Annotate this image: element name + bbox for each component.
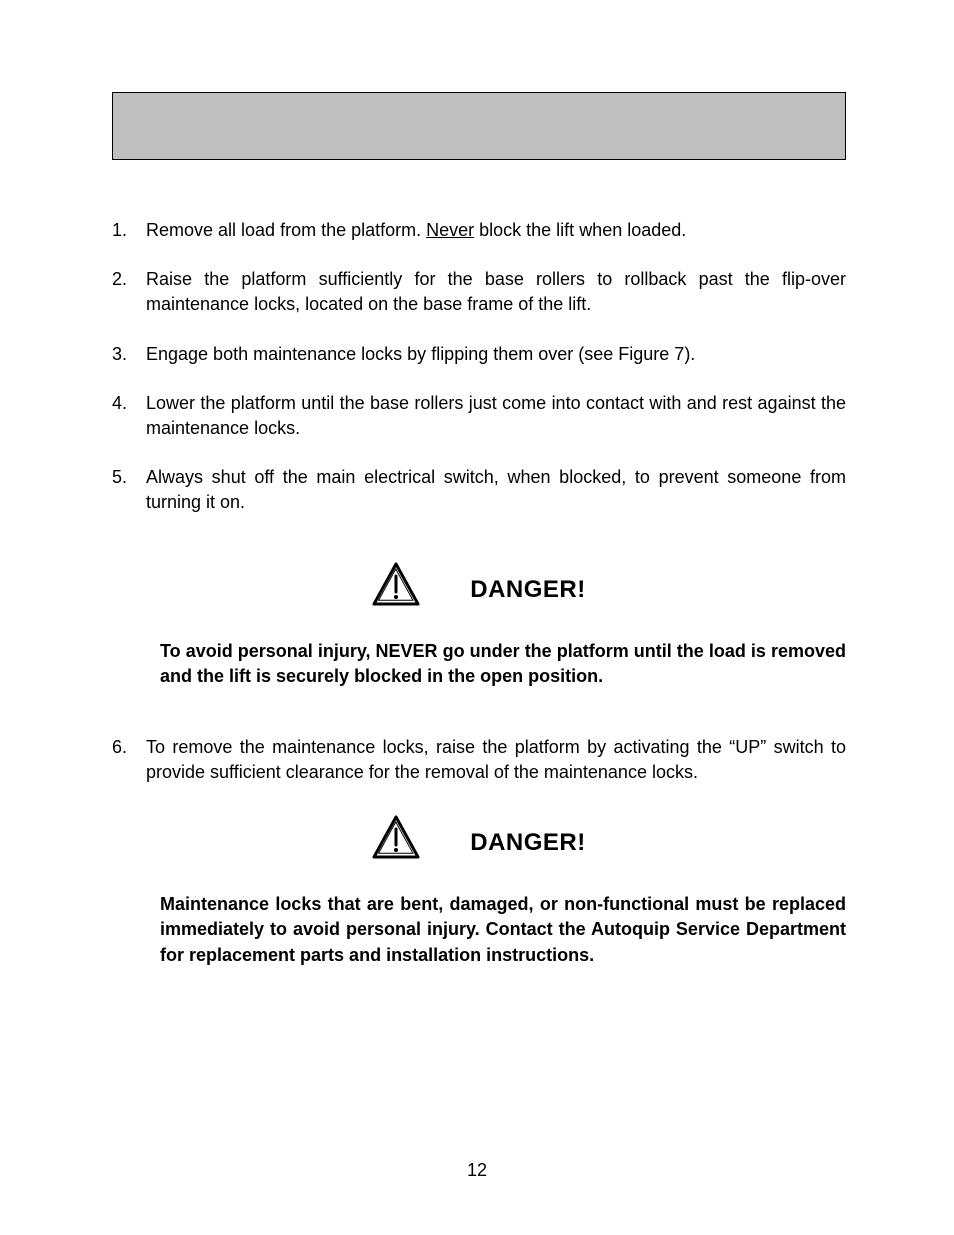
step-text: Remove all load from the platform. Never…	[146, 218, 846, 243]
step-number: 5.	[112, 465, 146, 515]
warning-icon	[372, 815, 420, 859]
step-4: 4. Lower the platform until the base rol…	[112, 391, 846, 441]
step-number: 1.	[112, 218, 146, 243]
step-number: 3.	[112, 342, 146, 367]
step-number: 6.	[112, 735, 146, 785]
step-text: Engage both maintenance locks by flippin…	[146, 342, 846, 367]
step-text: To remove the maintenance locks, raise t…	[146, 735, 846, 785]
step-text: Raise the platform sufficiently for the …	[146, 267, 846, 317]
step-text-pre: Remove all load from the platform.	[146, 220, 426, 240]
step-1: 1. Remove all load from the platform. Ne…	[112, 218, 846, 243]
danger-label: DANGER!	[470, 829, 586, 859]
header-banner	[112, 92, 846, 160]
body-content: 1. Remove all load from the platform. Ne…	[112, 218, 846, 1014]
step-6: 6. To remove the maintenance locks, rais…	[112, 735, 846, 785]
step-text-underline: Never	[426, 220, 474, 240]
step-2: 2. Raise the platform sufficiently for t…	[112, 267, 846, 317]
step-number: 4.	[112, 391, 146, 441]
danger-text-2: Maintenance locks that are bent, damaged…	[160, 892, 846, 968]
page-number: 12	[0, 1160, 954, 1181]
step-text-post: block the lift when loaded.	[474, 220, 686, 240]
danger-heading-2: DANGER!	[112, 815, 846, 864]
danger-heading-1: DANGER!	[112, 562, 846, 611]
document-page: 1. Remove all load from the platform. Ne…	[0, 0, 954, 1235]
step-text: Always shut off the main electrical swit…	[146, 465, 846, 515]
danger-label: DANGER!	[470, 576, 586, 606]
step-number: 2.	[112, 267, 146, 317]
danger-text-1: To avoid personal injury, NEVER go under…	[160, 639, 846, 689]
step-3: 3. Engage both maintenance locks by flip…	[112, 342, 846, 367]
warning-icon	[372, 562, 420, 606]
step-text: Lower the platform until the base roller…	[146, 391, 846, 441]
step-5: 5. Always shut off the main electrical s…	[112, 465, 846, 515]
